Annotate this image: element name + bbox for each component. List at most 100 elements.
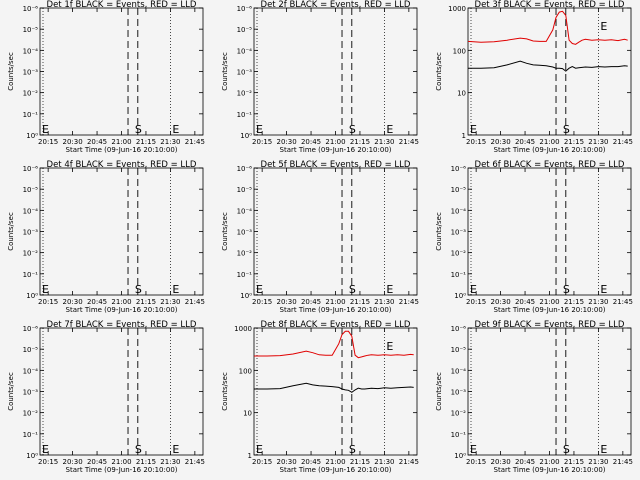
- x-axis-label: Start Time (09-Jun-16 20:10:00): [66, 306, 178, 314]
- x-tick-label: 20:45: [301, 458, 321, 466]
- x-tick-label: 21:15: [564, 458, 584, 466]
- x-tick-label: 21:30: [588, 138, 608, 146]
- chart-title: Det 8f BLACK = Events, RED = LLD: [261, 320, 411, 330]
- x-tick-label: 20:30: [63, 458, 83, 466]
- y-tick-label: 10⁻³: [451, 229, 467, 237]
- event-marker-e: E: [386, 340, 393, 353]
- y-tick-label: 10⁻³: [237, 69, 253, 77]
- event-marker-s: S: [563, 283, 570, 296]
- y-tick-label: 10⁻²: [451, 410, 467, 418]
- y-tick-label: 10⁻⁴: [237, 207, 253, 215]
- y-tick-label: 10⁻⁵: [237, 186, 253, 194]
- x-tick-label: 20:45: [87, 298, 107, 306]
- y-tick-label: 10⁻¹: [237, 271, 253, 279]
- x-tick-label: 20:15: [252, 458, 272, 466]
- x-tick-label: 21:00: [539, 138, 559, 146]
- x-axis-label: Start Time (09-Jun-16 20:10:00): [280, 146, 392, 154]
- y-tick-label: 100: [239, 367, 252, 375]
- event-marker-s: S: [563, 123, 570, 136]
- y-tick-label: 10⁻³: [23, 389, 39, 397]
- series-line-events: [468, 60, 628, 72]
- y-tick-label: 10⁻⁶: [237, 5, 253, 13]
- x-tick-label: 21:15: [350, 138, 370, 146]
- plot-frame: [467, 167, 632, 296]
- x-tick-label: 20:15: [252, 138, 272, 146]
- plot-frame: [39, 167, 204, 296]
- x-tick-label: 21:45: [185, 458, 205, 466]
- x-tick-label: 21:15: [136, 458, 156, 466]
- event-marker-e: E: [600, 283, 607, 296]
- x-axis-label: Start Time (09-Jun-16 20:10:00): [494, 466, 606, 474]
- x-tick-label: 20:30: [491, 458, 511, 466]
- y-tick-label: 10⁻⁴: [451, 207, 467, 215]
- x-axis-label: Start Time (09-Jun-16 20:10:00): [66, 466, 178, 474]
- x-tick-label: 21:00: [111, 298, 131, 306]
- x-tick-label: 20:30: [63, 138, 83, 146]
- y-tick-label: 10⁻⁵: [451, 186, 467, 194]
- x-tick-label: 21:00: [325, 138, 345, 146]
- x-tick-label: 21:45: [613, 458, 633, 466]
- x-tick-label: 21:30: [588, 458, 608, 466]
- event-marker-s: S: [135, 283, 142, 296]
- series-line-lld: [467, 10, 628, 45]
- x-tick-label: 21:30: [160, 138, 180, 146]
- x-tick-label: 21:00: [111, 458, 131, 466]
- y-tick-label: 10⁻¹: [451, 431, 467, 439]
- x-tick-label: 20:45: [515, 298, 535, 306]
- x-tick-label: 20:30: [277, 138, 297, 146]
- y-tick-label: 10⁻⁴: [237, 47, 253, 55]
- y-axis-label: Counts/sec: [221, 212, 229, 251]
- y-axis-label: Counts/sec: [435, 372, 443, 411]
- y-tick-label: 10⁻⁵: [23, 186, 39, 194]
- x-tick-label: 20:30: [277, 458, 297, 466]
- chart-panel-1: Det 1f BLACK = Events, RED = LLD 10⁰ 10⁻¹ 1…: [7, 0, 205, 154]
- x-tick-label: 21:45: [399, 298, 419, 306]
- y-axis-label: Counts/sec: [221, 372, 229, 411]
- chart-panel-4: Det 4f BLACK = Events, RED = LLD 10⁰ 10⁻¹ 1…: [7, 160, 205, 314]
- y-tick-label: 10⁻⁵: [451, 346, 467, 354]
- chart-panel-7: Det 7f BLACK = Events, RED = LLD 10⁰ 10⁻¹ 1…: [7, 320, 205, 474]
- x-tick-label: 21:00: [539, 458, 559, 466]
- x-tick-label: 21:15: [136, 138, 156, 146]
- x-tick-label: 21:15: [350, 458, 370, 466]
- event-marker-e: E: [256, 443, 263, 456]
- y-tick-label: 10: [243, 410, 252, 418]
- x-tick-label: 21:45: [399, 458, 419, 466]
- y-tick-label: 10⁻⁶: [237, 165, 253, 173]
- y-axis-label: Counts/sec: [7, 372, 15, 411]
- x-tick-label: 20:15: [38, 298, 58, 306]
- event-marker-s: S: [349, 283, 356, 296]
- event-marker-e: E: [172, 123, 179, 136]
- x-tick-label: 21:30: [374, 138, 394, 146]
- plot-frame: [253, 7, 418, 136]
- x-tick-label: 21:45: [613, 138, 633, 146]
- y-tick-label: 10⁻⁵: [237, 26, 253, 34]
- x-tick-label: 21:15: [136, 298, 156, 306]
- x-tick-label: 20:45: [301, 138, 321, 146]
- x-tick-label: 20:30: [63, 298, 83, 306]
- x-tick-label: 21:00: [539, 298, 559, 306]
- chart-title: Det 2f BLACK = Events, RED = LLD: [261, 0, 411, 10]
- x-tick-label: 21:30: [160, 298, 180, 306]
- y-tick-label: 10⁻⁶: [451, 165, 467, 173]
- x-tick-label: 21:30: [588, 298, 608, 306]
- y-tick-label: 10⁰: [240, 132, 252, 140]
- chart-title: Det 3f BLACK = Events, RED = LLD: [475, 0, 625, 10]
- event-marker-e: E: [256, 123, 263, 136]
- chart-panel-3: Det 3f BLACK = Events, RED = LLD 1 10 100 10…: [435, 0, 633, 154]
- x-tick-label: 21:30: [374, 458, 394, 466]
- x-tick-label: 21:30: [160, 458, 180, 466]
- x-tick-label: 20:30: [491, 138, 511, 146]
- plot-frame: [467, 327, 632, 456]
- y-tick-label: 10⁰: [240, 292, 252, 300]
- event-marker-s: S: [349, 443, 356, 456]
- x-tick-label: 20:45: [87, 458, 107, 466]
- x-tick-label: 20:45: [515, 458, 535, 466]
- y-tick-label: 100: [453, 47, 466, 55]
- y-tick-label: 10⁻⁵: [23, 26, 39, 34]
- y-tick-label: 10⁻³: [237, 229, 253, 237]
- y-tick-label: 10⁻⁶: [23, 5, 39, 13]
- y-tick-label: 10⁻²: [237, 250, 253, 258]
- x-tick-label: 20:45: [87, 138, 107, 146]
- event-marker-e: E: [470, 443, 477, 456]
